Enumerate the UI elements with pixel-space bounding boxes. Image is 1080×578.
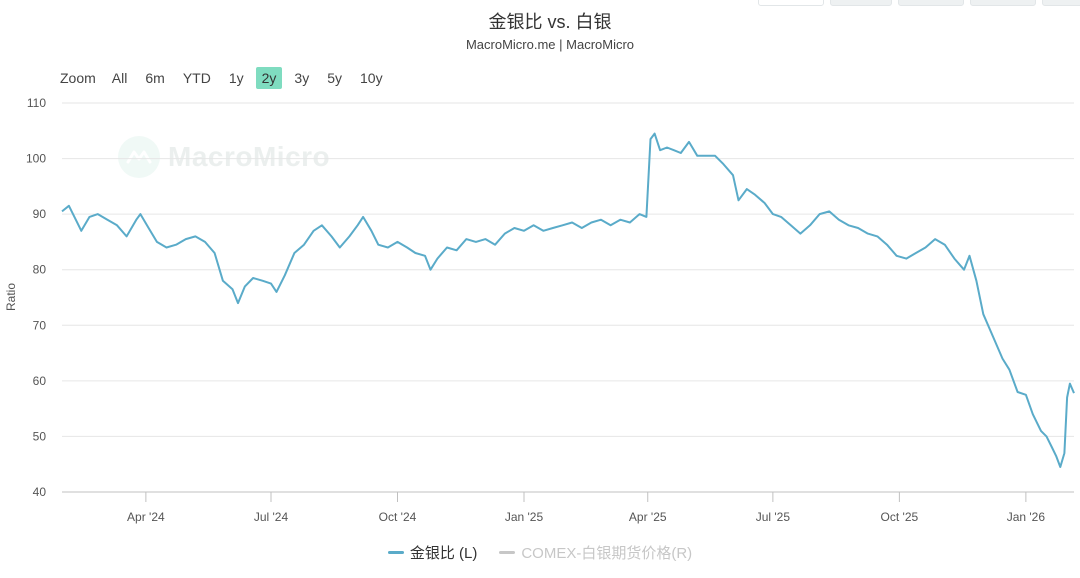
ratio-line-chart: 40 50 60 70 80 90 100 110 Apr '24 Jul '24 Oct '24… bbox=[4, 96, 1075, 524]
x-tick-label: Jul '24 bbox=[254, 510, 289, 524]
chart-title: 金银比 vs. 白银 bbox=[488, 12, 612, 32]
x-tick-label: Oct '25 bbox=[881, 510, 919, 524]
toolbar-button[interactable] bbox=[758, 0, 824, 6]
range-button-2y[interactable]: 2y bbox=[255, 67, 283, 89]
legend-swatch bbox=[387, 551, 404, 554]
x-tick-label: Jan '25 bbox=[505, 510, 544, 524]
macromicro-logo-icon bbox=[118, 136, 160, 178]
toolbar-button[interactable] bbox=[970, 0, 1036, 6]
legend-swatch bbox=[499, 551, 516, 554]
y-axis-ticks: 40 50 60 70 80 90 100 110 bbox=[26, 96, 46, 499]
legend-label: COMEX-白银期货价格(R) bbox=[521, 545, 693, 562]
range-button-ytd[interactable]: YTD bbox=[182, 70, 211, 86]
y-tick-label: 50 bbox=[33, 429, 47, 443]
macromicro-watermark: MacroMicro bbox=[118, 136, 330, 178]
watermark-text: MacroMicro bbox=[168, 141, 331, 172]
legend-item-gold-silver-ratio[interactable]: 金银比 (L) bbox=[387, 542, 478, 563]
range-button-all[interactable]: All bbox=[111, 70, 128, 86]
toolbar-buttons bbox=[0, 0, 1080, 8]
x-tick-label: Jul '25 bbox=[756, 510, 791, 524]
range-selector: Zoom All 6m YTD 1y 2y 3y 5y 10y bbox=[56, 66, 395, 90]
y-tick-label: 80 bbox=[33, 263, 47, 277]
legend-item-comex-silver[interactable]: COMEX-白银期货价格(R) bbox=[499, 542, 692, 563]
y-tick-label: 100 bbox=[26, 152, 46, 166]
range-button-3y[interactable]: 3y bbox=[294, 70, 310, 86]
x-tick-label: Apr '24 bbox=[127, 510, 165, 524]
y-axis-label: Ratio bbox=[4, 283, 18, 311]
y-tick-label: 70 bbox=[33, 318, 47, 332]
y-tick-label: 60 bbox=[33, 374, 47, 388]
range-button-1y[interactable]: 1y bbox=[228, 70, 244, 86]
x-tick-label: Jan '26 bbox=[1007, 510, 1046, 524]
range-button-10y[interactable]: 10y bbox=[360, 70, 383, 86]
series-group bbox=[61, 132, 1075, 468]
y-tick-label: 110 bbox=[27, 96, 46, 110]
toolbar-button[interactable] bbox=[898, 0, 964, 6]
x-tick-label: Oct '24 bbox=[379, 510, 417, 524]
range-button-6m[interactable]: 6m bbox=[145, 70, 165, 86]
toolbar-button[interactable] bbox=[1042, 0, 1080, 6]
gold-silver-ratio-line bbox=[61, 132, 1075, 468]
toolbar-button[interactable] bbox=[830, 0, 892, 6]
x-axis: Apr '24 Jul '24 Oct '24 Jan '25 Apr '25 Jul '… bbox=[62, 491, 1074, 524]
x-tick-label: Apr '25 bbox=[629, 510, 667, 524]
range-button-5y[interactable]: 5y bbox=[327, 70, 342, 86]
grid-lines bbox=[62, 102, 1074, 493]
legend-label: 金银比 (L) bbox=[409, 545, 478, 562]
chart-subtitle: MacroMicro.me | MacroMicro bbox=[465, 37, 635, 52]
y-tick-label: 90 bbox=[33, 207, 47, 221]
y-tick-label: 40 bbox=[33, 485, 47, 499]
zoom-label: Zoom bbox=[60, 70, 96, 86]
legend: 金银比 (L) COMEX-白银期货价格(R) bbox=[0, 542, 1080, 563]
